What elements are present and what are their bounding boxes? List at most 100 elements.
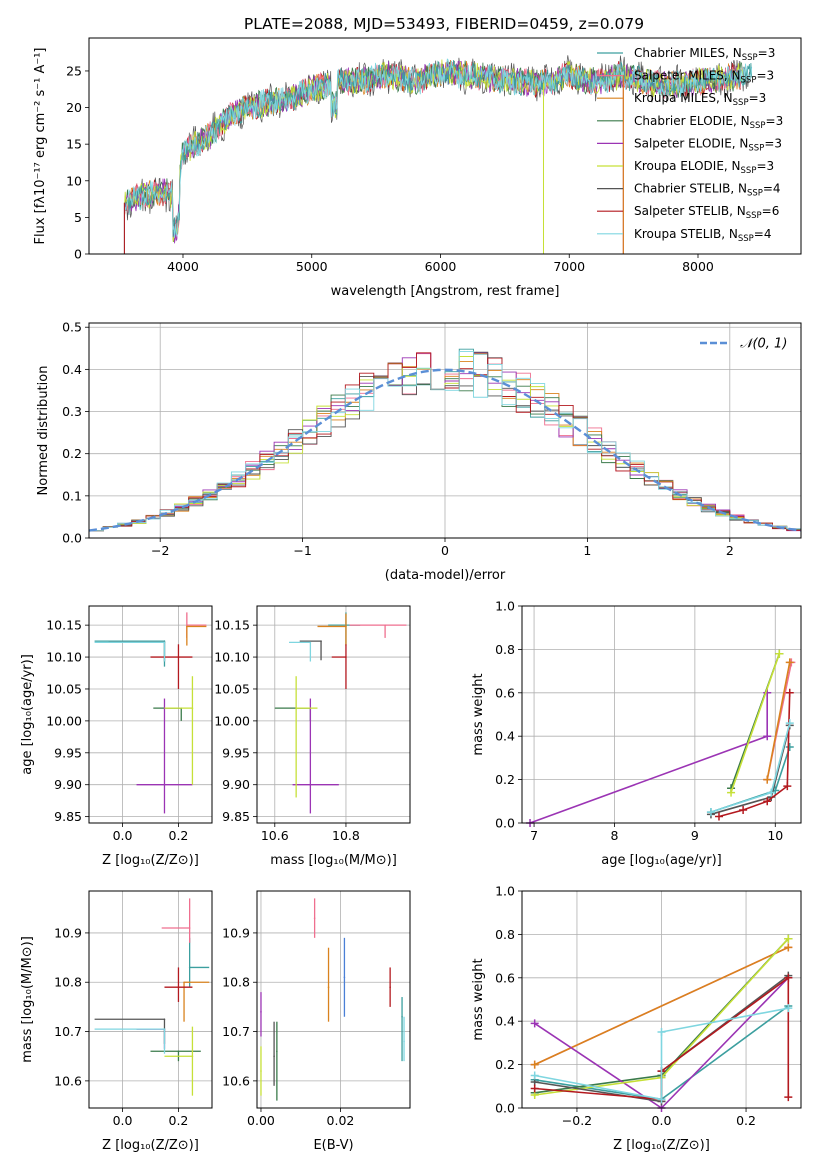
tick-label-y: 10: [66, 173, 82, 188]
legend-subscript: SSP: [733, 98, 749, 108]
legend-subscript: SSP: [742, 53, 758, 63]
tick-label-y: 10.8: [222, 975, 250, 990]
data-point: [403, 1040, 405, 1043]
data-point: [163, 1028, 166, 1030]
weight-line: [534, 946, 789, 1066]
tick-label-y: 25: [66, 63, 82, 78]
tick-label-y: 0.2: [62, 446, 82, 461]
tick-label-x: 0.00: [247, 1113, 275, 1128]
tick-label-y: 0.6: [495, 685, 515, 700]
data-point: [345, 625, 347, 628]
tick-label-y: 0.2: [495, 1057, 515, 1072]
plus-marker: [783, 782, 792, 791]
legend-label: Salpeter MILES, NSSP=3: [634, 69, 774, 86]
tick-label-x: 2: [726, 543, 734, 558]
plus-marker: [767, 788, 776, 797]
legend-subscript: SSP: [747, 189, 763, 199]
tick-label-y: 10.6: [54, 1073, 82, 1088]
data-point: [177, 986, 180, 988]
chart-spectrum: 4000 5000 6000 7000 8000 0 5 10 15 20 25 wavelength…: [33, 37, 802, 299]
chart-residual-histogram: −2 −1 0 1 2 0.0 0.1 0.2 0.3 0.4 0.5 (data-model)/er…: [36, 320, 802, 583]
plots-layer: 4000 5000 6000 7000 80000510152025wavelength…: [20, 37, 802, 1153]
legend: Chabrier MILES, NSSP=3 Salpeter MILES, NS…: [597, 46, 783, 244]
plus-marker: [530, 1084, 539, 1093]
plus-marker: [657, 1095, 666, 1104]
data-point: [260, 1011, 262, 1013]
tick-label-y: 9.95: [222, 745, 250, 760]
tick-label-y: 0.4: [495, 729, 515, 744]
legend-value: =3: [766, 114, 784, 128]
plus-marker: [785, 743, 794, 752]
chart-mass-vs-Z: 0.0 0.2 10.6 10.7 10.8 10.9 Z [log₁₀(Z/Z⊙)] mas…: [20, 890, 213, 1153]
x-axis-label: Z [log₁₀(Z/Z⊙)]: [102, 853, 199, 868]
legend-label: 𝒩(0, 1): [740, 337, 787, 352]
tick-label-y: 0.4: [495, 1014, 515, 1029]
tick-label-x: 7: [530, 828, 538, 843]
legend-label: Kroupa ELODIE, NSSP=3: [634, 159, 774, 176]
plus-marker: [530, 1071, 539, 1080]
plus-marker: [784, 943, 793, 952]
spectrum-line-8: [124, 58, 753, 238]
tick-label-y: 0.4: [62, 362, 82, 377]
y-axis-label: mass [log₁₀(M/M⊙)]: [20, 936, 35, 1063]
data-point: [163, 783, 166, 786]
chart-age-vs-mass: 10.6 10.8 9.85 9.90 9.95 10.00 10.05 10.10 10.15…: [214, 605, 411, 868]
data-point: [163, 641, 166, 644]
tick-label-x: −0.2: [562, 1113, 592, 1128]
axes-frame: [88, 37, 802, 255]
tick-label-x: 7000: [553, 259, 585, 274]
data-point: [186, 625, 188, 628]
plus-marker: [784, 973, 793, 982]
data-point: [163, 1018, 166, 1021]
legend-label: Salpeter ELODIE, NSSP=3: [634, 136, 782, 153]
tick-label-y: 10.15: [214, 618, 250, 633]
tick-label-x: −2: [151, 543, 169, 558]
legend-value: =3: [758, 46, 776, 60]
tick-label-y: 20: [66, 100, 82, 115]
tick-label-x: 0.0: [113, 1113, 133, 1128]
tick-label-x: 6000: [425, 259, 457, 274]
tick-label-x: 0.0: [652, 1113, 672, 1128]
tick-label-x: 0.02: [327, 1113, 355, 1128]
x-axis-label: wavelength [Angstrom, rest frame]: [331, 284, 560, 299]
data-point: [188, 966, 191, 969]
plus-marker: [784, 934, 793, 943]
tick-label-y: 10.10: [214, 650, 250, 665]
tick-label-y: 10.00: [214, 713, 250, 728]
data-point: [177, 1050, 180, 1053]
tick-label-x: 10.8: [332, 828, 360, 843]
legend-label: Kroupa MILES, NSSP=3: [634, 91, 766, 108]
tick-label-y: 9.85: [222, 809, 250, 824]
tick-label-x: 0.0: [113, 828, 133, 843]
data-point: [309, 783, 312, 786]
tick-label-x: 0.2: [169, 828, 189, 843]
tick-label-y: 9.90: [54, 777, 82, 792]
tick-label-y: 10.7: [54, 1024, 82, 1039]
legend-value: =3: [749, 91, 767, 105]
tick-label-y: 9.95: [54, 745, 82, 760]
tick-label-y: 5: [74, 210, 82, 225]
plus-marker: [784, 1093, 793, 1102]
normal-reference-curve: [88, 368, 802, 532]
data-point: [191, 1055, 194, 1058]
tick-label-x: 10: [767, 828, 783, 843]
tick-label-x: 10.6: [261, 828, 289, 843]
data-point: [384, 624, 386, 626]
plus-marker: [657, 1028, 666, 1037]
x-axis-label: mass [log₁₀(M/M⊙)]: [270, 853, 397, 868]
data-point: [163, 640, 166, 642]
data-point: [327, 986, 330, 988]
x-axis-label: Z [log₁₀(Z/Z⊙)]: [102, 1138, 199, 1153]
tick-label-y: 9.85: [54, 809, 82, 824]
legend-subscript: SSP: [748, 143, 764, 153]
legend-value: =3: [756, 69, 774, 83]
tick-label-x: 0: [441, 543, 449, 558]
legend-label: Chabrier ELODIE, NSSP=3: [634, 114, 783, 131]
axes-frame: [256, 605, 411, 824]
tick-label-y: 0.3: [62, 404, 82, 419]
axes-frame: [88, 322, 802, 539]
tick-label-y: 10.10: [46, 650, 82, 665]
plus-marker: [530, 1019, 539, 1028]
tick-label-y: 10.00: [46, 713, 82, 728]
